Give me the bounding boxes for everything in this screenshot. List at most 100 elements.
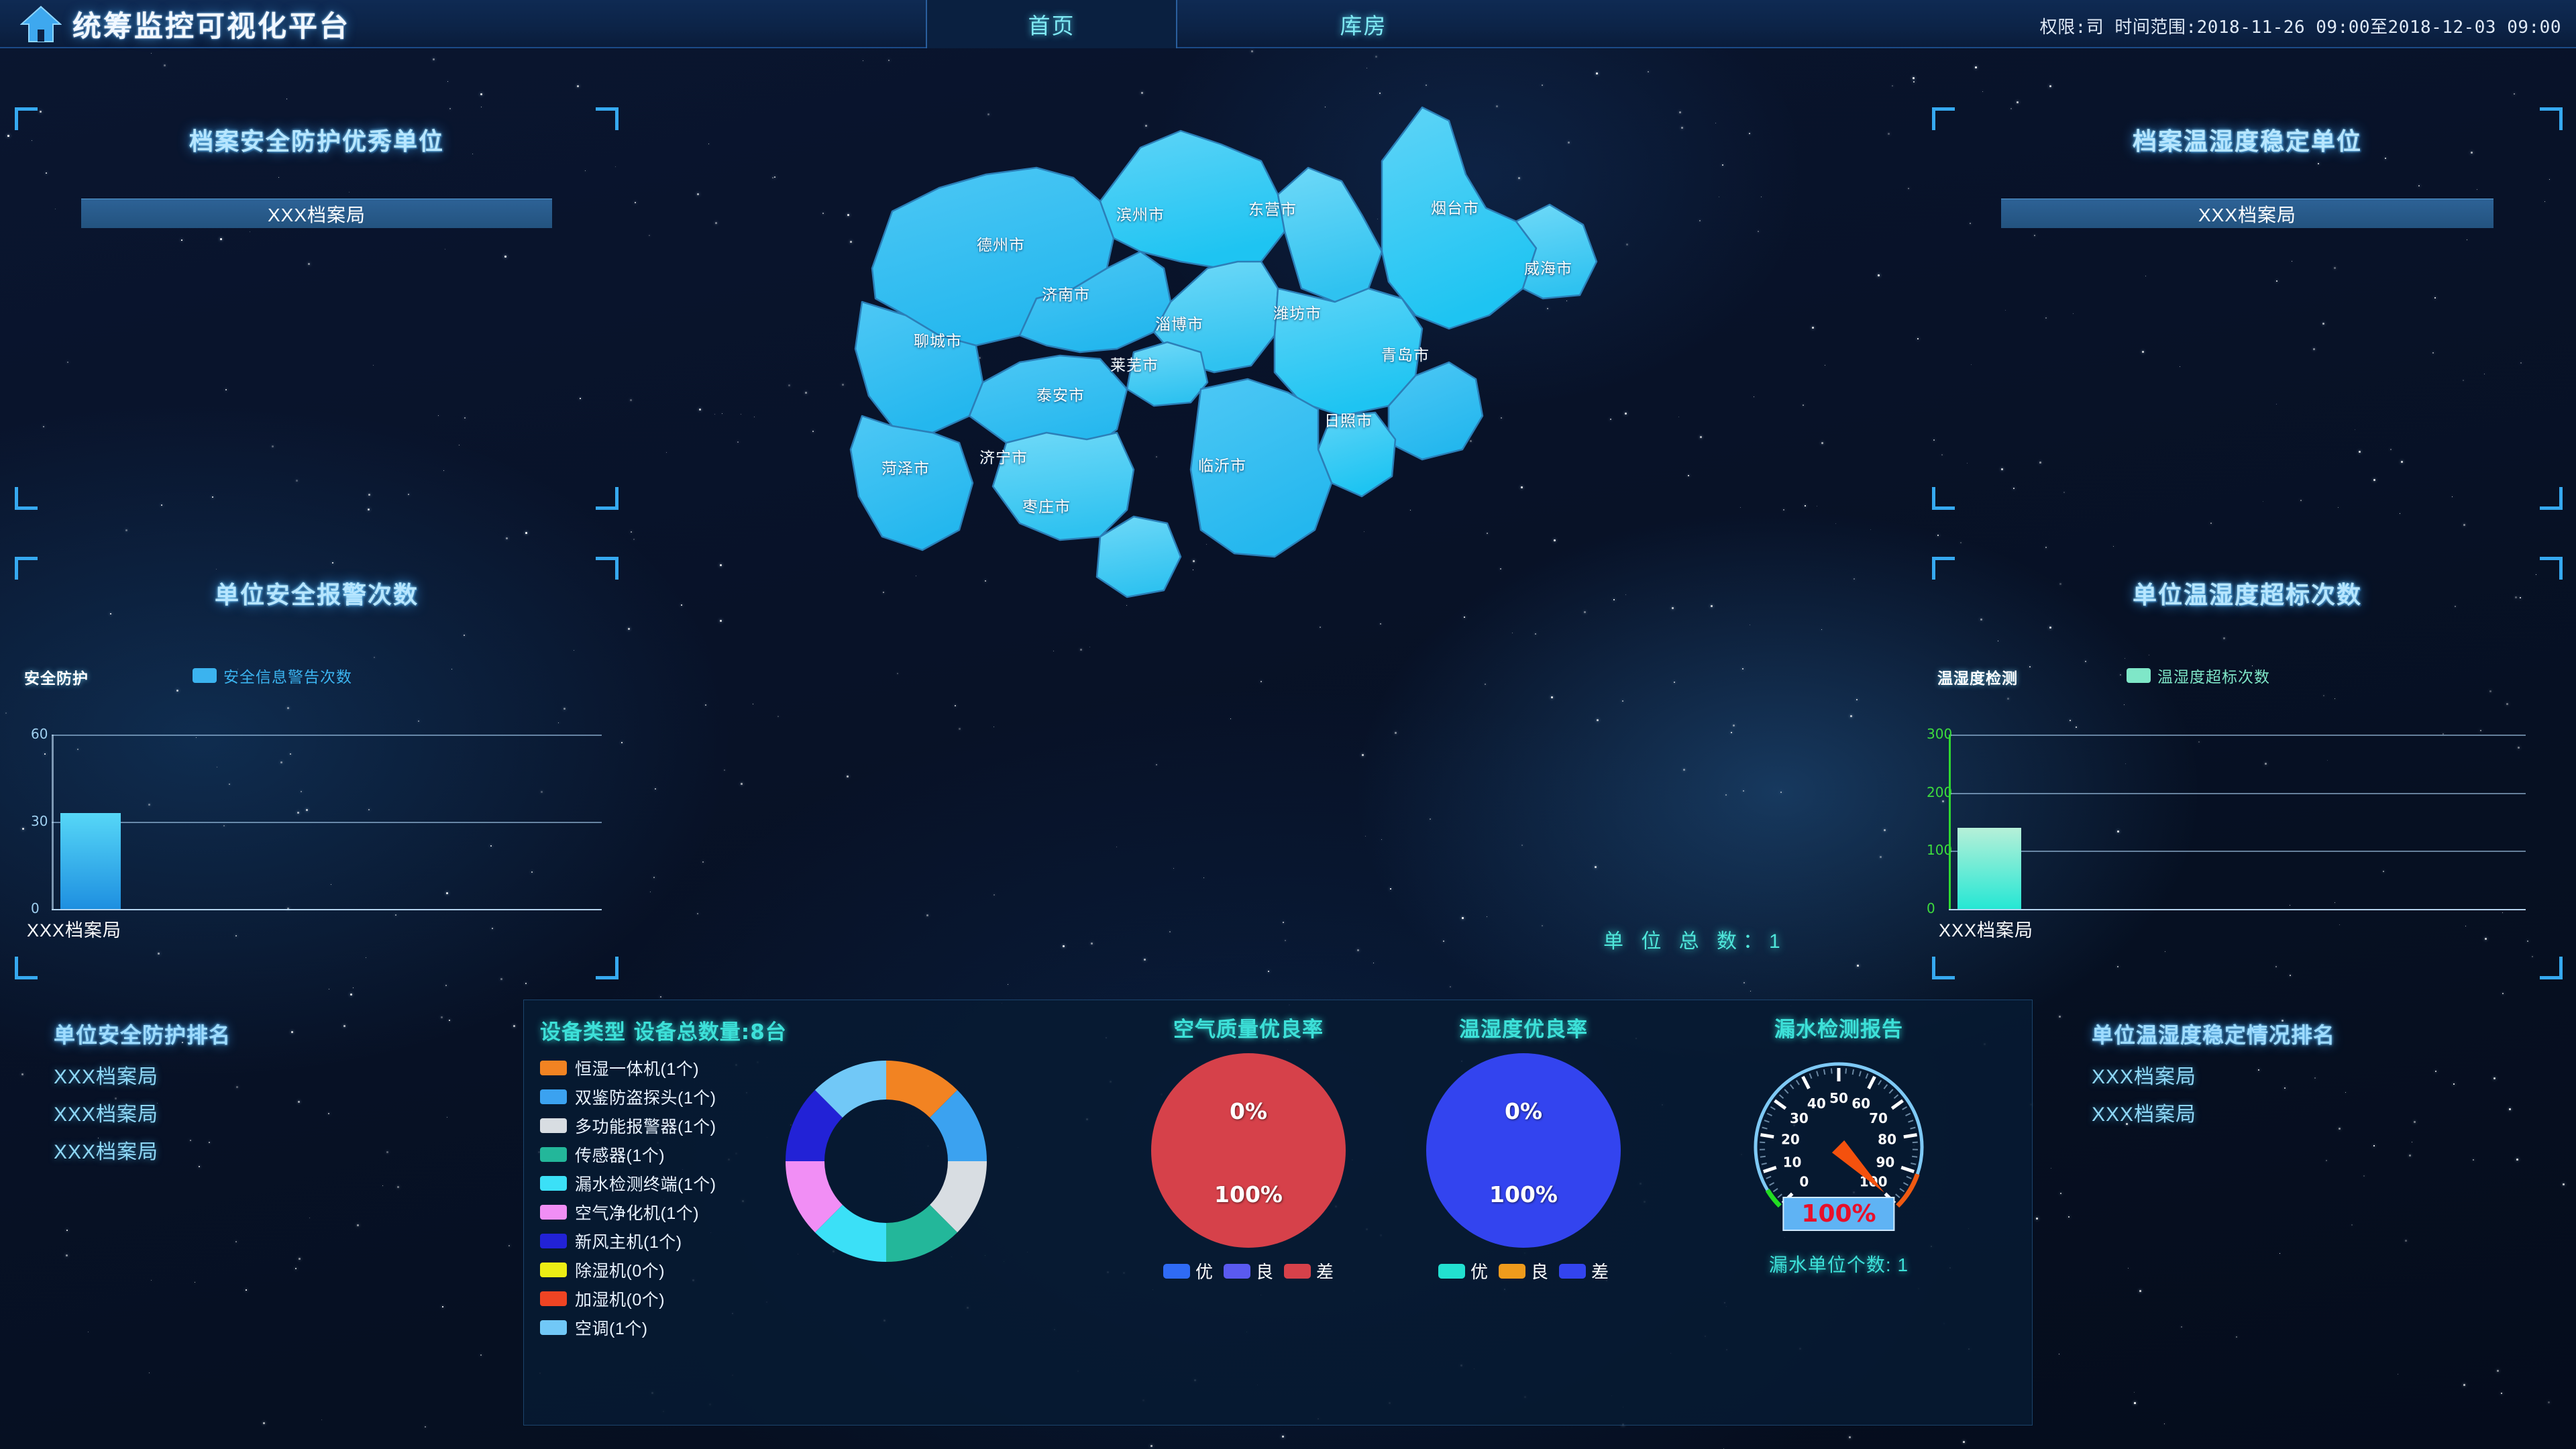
legend-item[interactable]: 优 [1438, 1258, 1488, 1283]
shandong-map[interactable]: 滨州市 东营市 烟台市 威海市 德州市 济南市 淄博市 潍坊市 青岛市 聊城市 莱芜市 泰安市 日照市菏… [671, 67, 1945, 1020]
pie-slice[interactable] [1151, 1053, 1346, 1248]
legend-item[interactable]: 空气净化机(1个) [540, 1200, 787, 1224]
leak-unit-count: 漏水单位个数: 1 [1768, 1254, 1909, 1275]
legend-item[interactable]: 除湿机(0个) [540, 1258, 787, 1282]
legend-label: 除湿机(0个) [575, 1262, 665, 1281]
gauge-tick [1772, 1188, 1778, 1193]
gauge-tick [1845, 1068, 1847, 1074]
temp-humidity-pie[interactable]: 0% 100% [1426, 1053, 1621, 1248]
unit-total-label: 单 位 总 数：1 [1603, 930, 1786, 953]
legend-swatch [540, 1291, 567, 1306]
bar-chart-alarm[interactable]: 安全防护 安全信息警告次数 0 30 60 XXX档案局 [15, 557, 619, 979]
legend-label: 温湿度超标次数 [2157, 668, 2270, 686]
gauge-tick [1830, 1068, 1833, 1074]
legend-item[interactable]: 传感器(1个) [540, 1142, 787, 1167]
gauge-tick [1760, 1141, 1766, 1144]
legend-item[interactable]: 空调(1个) [540, 1316, 787, 1340]
unit-chip[interactable]: XXX档案局 [81, 199, 552, 228]
legend-label: 空气净化机(1个) [575, 1204, 700, 1223]
legend-item[interactable]: 差 [1559, 1258, 1609, 1283]
gauge-tick [1905, 1112, 1911, 1117]
y-axis-tick: 200 [1927, 784, 1953, 800]
city-label: 青岛市 [1381, 346, 1430, 364]
gauge-tick [1778, 1094, 1784, 1099]
donut-slice[interactable] [930, 1161, 987, 1233]
legend-swatch [540, 1061, 567, 1075]
legend-item[interactable]: 加湿机(0个) [540, 1287, 787, 1311]
gauge-tick [1816, 1071, 1819, 1077]
air-quality-pie[interactable]: 0% 100% [1151, 1053, 1346, 1248]
bar[interactable] [60, 813, 121, 909]
panel-title: 档案安全防护优秀单位 [189, 128, 444, 156]
list-item[interactable]: XXX档案局 [54, 1066, 159, 1088]
list-item[interactable]: XXX档案局 [54, 1104, 159, 1126]
legend-item[interactable]: 新风主机(1个) [540, 1229, 787, 1253]
legend-item[interactable]: 差 [1284, 1258, 1334, 1283]
legend-item[interactable]: 漏水检测终端(1个) [540, 1171, 787, 1195]
gauge-tick [1865, 1073, 1869, 1079]
legend-item[interactable]: 双鉴防盗探头(1个) [540, 1085, 787, 1109]
gauge-tick [1789, 1084, 1794, 1089]
panel-title: 单位温湿度稳定情况排名 [2092, 1023, 2336, 1047]
legend-item[interactable]: 恒湿一体机(1个) [540, 1056, 787, 1080]
legend-label: 差 [1591, 1262, 1609, 1282]
app-header: 统筹监控可视化平台 首页 库房 权限:司 时间范围:2018-11-26 09:… [0, 0, 2576, 48]
y-axis-tick: 0 [1927, 900, 1935, 916]
tab-home[interactable]: 首页 [926, 0, 1177, 48]
legend-swatch [1559, 1263, 1586, 1279]
donut-slice[interactable] [814, 1061, 886, 1118]
list-item[interactable]: XXX档案局 [54, 1141, 159, 1163]
pie-value-top: 0% [1229, 1098, 1268, 1124]
bar-chart-exceed[interactable]: 温湿度检测 温湿度超标次数 0 100 200 300 XXX档案局 [1927, 557, 2563, 979]
gauge-tick [1761, 1163, 1767, 1165]
temp-humidity-title: 温湿度优良率 [1459, 1018, 1588, 1042]
unit-chip[interactable]: XXX档案局 [2001, 199, 2493, 228]
city-label: 临沂市 [1198, 457, 1246, 474]
legend-item[interactable]: 良 [1223, 1258, 1273, 1283]
bar[interactable] [1957, 827, 2021, 909]
gauge-tick [1906, 1175, 1912, 1179]
chart-title: 单位安全报警次数 [214, 582, 419, 609]
donut-slice[interactable] [786, 1161, 843, 1233]
pie-value-bottom: 100% [1214, 1181, 1283, 1208]
gauge-arc [1754, 1062, 1924, 1191]
pie-slice[interactable] [1426, 1053, 1621, 1248]
gauge-tick [1823, 1069, 1826, 1075]
donut-slice[interactable] [814, 1205, 886, 1262]
gauge-tick [1883, 1084, 1888, 1089]
chart-legend[interactable]: 安全信息警告次数 [193, 664, 352, 687]
list-item[interactable]: XXX档案局 [2092, 1104, 2197, 1126]
city-label: 威海市 [1524, 260, 1572, 277]
gauge-tick [1867, 1075, 1876, 1089]
gauge-tick [1895, 1193, 1900, 1198]
gauge-tick [1769, 1182, 1775, 1186]
panel-archive-humidity-stable-unit: 档案温湿度稳定单位 XXX档案局 [1932, 107, 2563, 510]
legend-label: 传感器(1个) [575, 1146, 665, 1165]
legend-item[interactable]: 优 [1163, 1258, 1213, 1283]
gridline [1949, 851, 2526, 853]
gauge-tick [1801, 1075, 1811, 1089]
legend-swatch [540, 1234, 567, 1248]
donut-slice[interactable] [786, 1089, 843, 1161]
legend-item[interactable]: 多功能报警器(1个) [540, 1114, 787, 1138]
device-type-title: 设备类型 设备总数量:8台 [540, 1020, 787, 1044]
city-label: 东营市 [1248, 201, 1297, 218]
home-icon [20, 5, 62, 42]
legend-swatch [1498, 1263, 1525, 1279]
donut-slice[interactable] [886, 1061, 958, 1118]
donut-svg [786, 1061, 987, 1262]
legend-item[interactable]: 良 [1498, 1258, 1548, 1283]
donut-slice[interactable] [886, 1205, 958, 1262]
air-quality-title: 空气质量优良率 [1173, 1018, 1324, 1042]
list-item[interactable]: XXX档案局 [2092, 1066, 2197, 1088]
city-label: 淄博市 [1155, 315, 1203, 333]
gauge-tick-label: 10 [1783, 1155, 1802, 1171]
gauge-tick-label: 20 [1781, 1132, 1800, 1148]
y-axis-tick: 60 [31, 726, 48, 742]
donut-slice[interactable] [930, 1089, 987, 1161]
device-type-donut-chart[interactable] [786, 1061, 987, 1262]
chart-legend[interactable]: 温湿度超标次数 [2127, 664, 2270, 687]
tab-warehouse[interactable]: 库房 [1340, 13, 1387, 38]
device-overview-board: 设备类型 设备总数量:8台 恒湿一体机(1个) 双鉴防盗探头(1个) 多功能报警… [523, 1000, 2033, 1426]
